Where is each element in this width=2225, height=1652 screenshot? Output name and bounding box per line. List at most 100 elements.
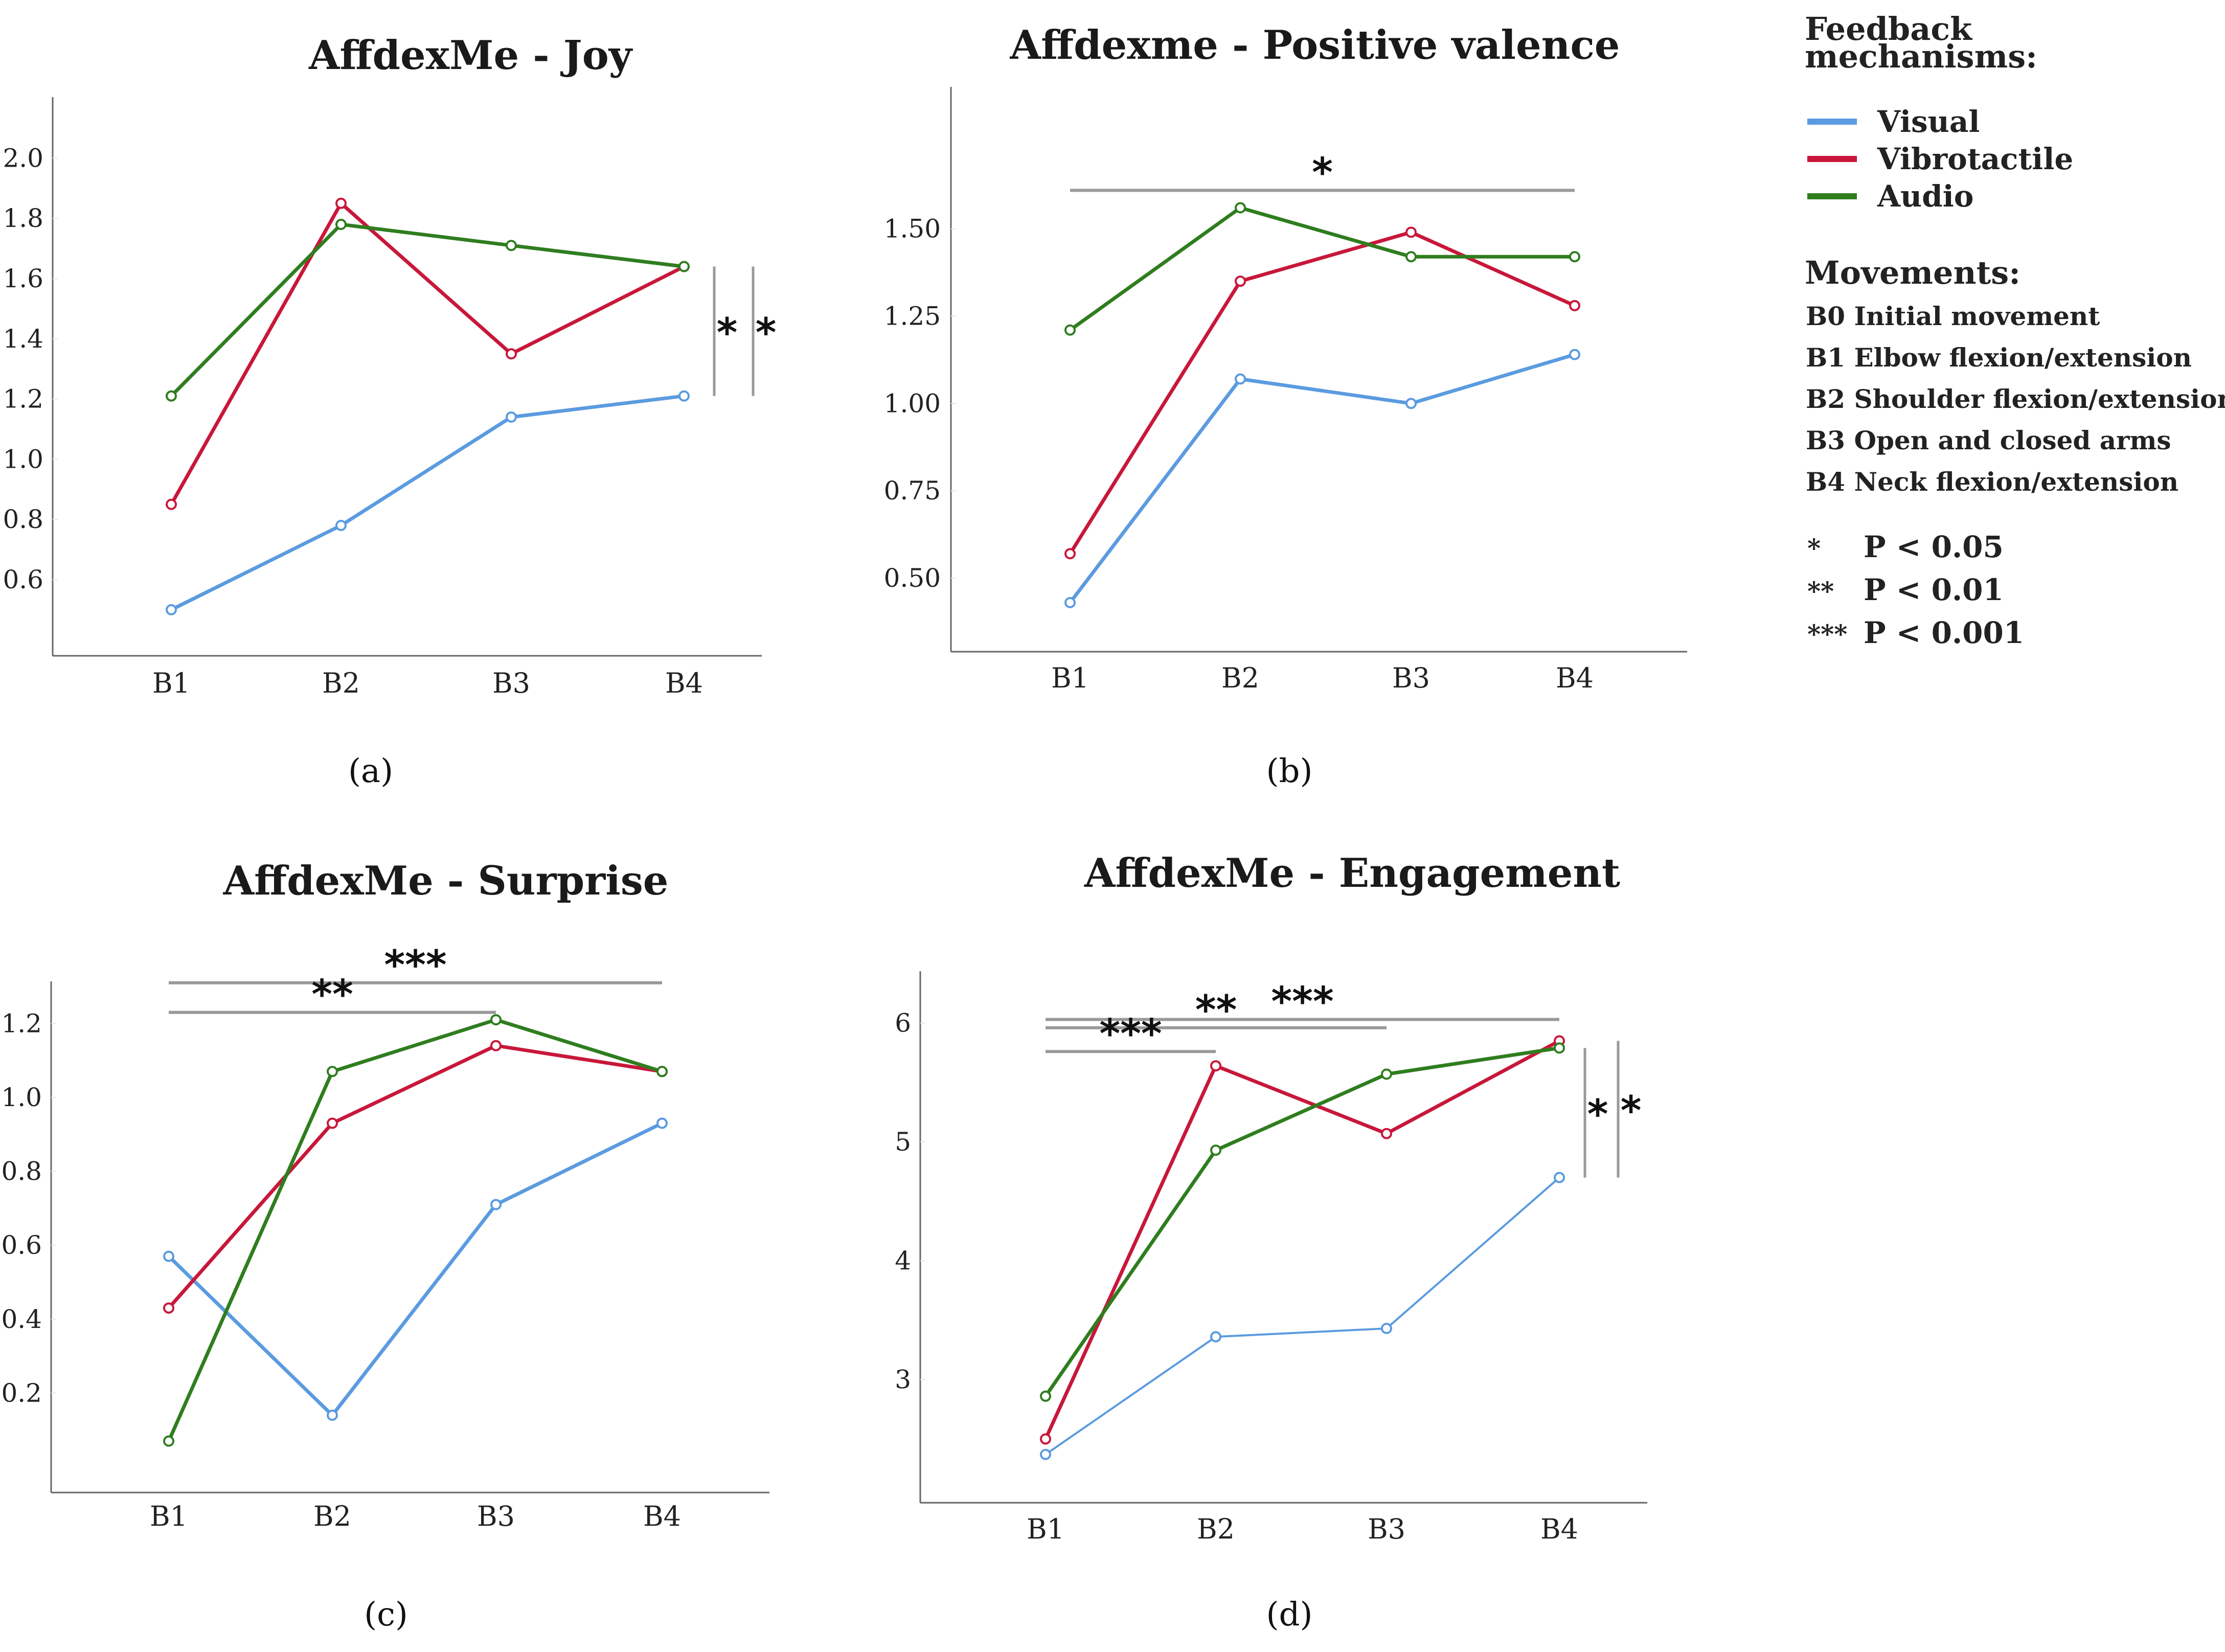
y-tick-label: 1.0	[1, 1083, 42, 1112]
y-tick-label: 0.8	[1, 1157, 42, 1186]
x-tick-label: B4	[665, 667, 703, 699]
legend-movements-title: Movements:	[1805, 254, 2020, 291]
data-point-vibrotactile	[1569, 300, 1580, 311]
data-point-audio	[656, 1066, 668, 1077]
y-tick-label: 1.25	[884, 301, 941, 331]
data-point-visual	[490, 1199, 502, 1210]
data-point-vibrotactile	[327, 1117, 338, 1129]
chart-title: Affdexme - Positive valence	[1010, 22, 1620, 68]
x-tick-label: B1	[152, 667, 190, 699]
x-tick-label: B3	[477, 1500, 515, 1532]
data-point-audio	[163, 1435, 174, 1447]
y-tick-label: 1.50	[884, 214, 941, 244]
data-point-vibrotactile	[506, 348, 517, 360]
series-line-audio	[167, 1018, 663, 1442]
data-point-visual	[1210, 1331, 1221, 1343]
significance-label: *	[717, 310, 738, 356]
data-point-visual	[678, 390, 690, 402]
significance-label: ***	[384, 943, 446, 989]
y-tick-label: 0.2	[1, 1378, 42, 1408]
y-tick-label: 1.8	[3, 203, 43, 233]
y-tick-label: 4	[895, 1246, 911, 1276]
x-tick-label: B2	[1197, 1513, 1235, 1545]
legend-pvalue-stars: **	[1807, 576, 1834, 606]
y-tick-label: 1.2	[3, 384, 43, 414]
significance-label: **	[1195, 988, 1237, 1034]
legend-label: Vibrotactile	[1877, 142, 2073, 176]
y-tick-label: 1.4	[3, 324, 43, 354]
series-line-vibrotactile	[169, 201, 685, 506]
panel-label: (a)	[348, 752, 393, 790]
legend-label: Audio	[1877, 179, 1973, 214]
chart-panel-b: Affdexme - Positive valence 0.50 0.75 1.00 1…	[884, 22, 1687, 790]
series-line-audio	[1069, 206, 1575, 332]
data-point-audio	[335, 219, 347, 231]
y-tick-label: 5	[895, 1127, 911, 1157]
x-tick-label: B2	[313, 1500, 351, 1532]
data-point-vibrotactile	[1210, 1060, 1221, 1072]
series-line-visual	[170, 394, 685, 612]
data-point-vibrotactile	[1235, 276, 1246, 287]
chart-panel-a: AffdexMe - Joy 0.6 0.8 1.0 1.2 1.4 1.6 1.8 2.0 B1…	[3, 32, 776, 790]
y-tick-label: 2.0	[3, 143, 43, 173]
legend-pvalue-text: P < 0.05	[1864, 530, 2004, 564]
y-tick-label: 0.75	[884, 476, 941, 506]
x-tick-label: B1	[150, 1500, 188, 1532]
data-point-vibrotactile	[166, 498, 177, 510]
data-point-audio	[506, 240, 517, 251]
significance-label: *	[756, 310, 777, 356]
legend-pvalue-stars: *	[1807, 533, 1821, 563]
significance-label: ***	[1271, 979, 1333, 1025]
x-tick-label: B3	[1368, 1513, 1405, 1545]
data-point-visual	[1381, 1323, 1392, 1335]
data-point-visual	[327, 1409, 338, 1421]
x-tick-label: B3	[1392, 662, 1430, 694]
x-tick-label: B3	[492, 667, 530, 699]
data-point-vibrotactile	[490, 1040, 502, 1051]
panel-label: (d)	[1266, 1596, 1313, 1634]
data-point-audio	[1210, 1144, 1221, 1156]
y-tick-label: 0.4	[1, 1304, 42, 1334]
series-line-visual	[1045, 1177, 1560, 1456]
data-point-audio	[678, 261, 690, 272]
significance-label: *	[1587, 1092, 1608, 1138]
data-point-visual	[506, 411, 517, 423]
data-point-audio	[1405, 251, 1417, 263]
x-tick-label: B2	[1221, 662, 1259, 694]
data-point-vibrotactile	[163, 1302, 174, 1314]
legend-pvalue-text: P < 0.01	[1864, 572, 2004, 607]
y-tick-label: 1.2	[1, 1008, 42, 1038]
chart-title: AffdexMe - Engagement	[1084, 850, 1620, 897]
data-point-audio	[1554, 1042, 1565, 1054]
data-point-visual	[1554, 1172, 1565, 1183]
x-tick-label: B1	[1051, 662, 1089, 694]
data-point-audio	[1569, 251, 1580, 263]
series-line-vibrotactile	[1069, 230, 1576, 555]
y-tick-label: 1.0	[3, 444, 43, 474]
legend-pvalue-stars: ***	[1807, 619, 1847, 649]
significance-label: **	[311, 972, 353, 1018]
data-point-audio	[1235, 202, 1246, 214]
x-tick-label: B4	[1540, 1513, 1578, 1545]
legend-label: Visual	[1877, 104, 1980, 139]
series-line-audio	[1044, 1046, 1560, 1397]
data-point-vibrotactile	[1040, 1433, 1051, 1445]
data-point-visual	[163, 1250, 174, 1262]
y-tick-label: 3	[895, 1365, 911, 1394]
x-tick-label: B4	[643, 1500, 681, 1532]
legend-movement: B2 Shoulder flexion/extension	[1806, 384, 2225, 414]
y-tick-label: 0.6	[3, 565, 43, 594]
data-point-visual	[1405, 398, 1417, 409]
panel-label: (c)	[364, 1596, 408, 1634]
significance-label: *	[1621, 1088, 1642, 1134]
series-line-audio	[170, 222, 685, 398]
x-tick-label: B2	[322, 667, 360, 699]
data-point-audio	[1381, 1068, 1392, 1080]
x-tick-label: B1	[1027, 1513, 1064, 1545]
y-tick-label: 0.6	[1, 1230, 42, 1260]
chart-panel-c: AffdexMe - Surprise 0.2 0.4 0.6 0.8 1.0 1.2 B1 B…	[1, 858, 769, 1634]
data-point-audio	[1064, 324, 1076, 336]
